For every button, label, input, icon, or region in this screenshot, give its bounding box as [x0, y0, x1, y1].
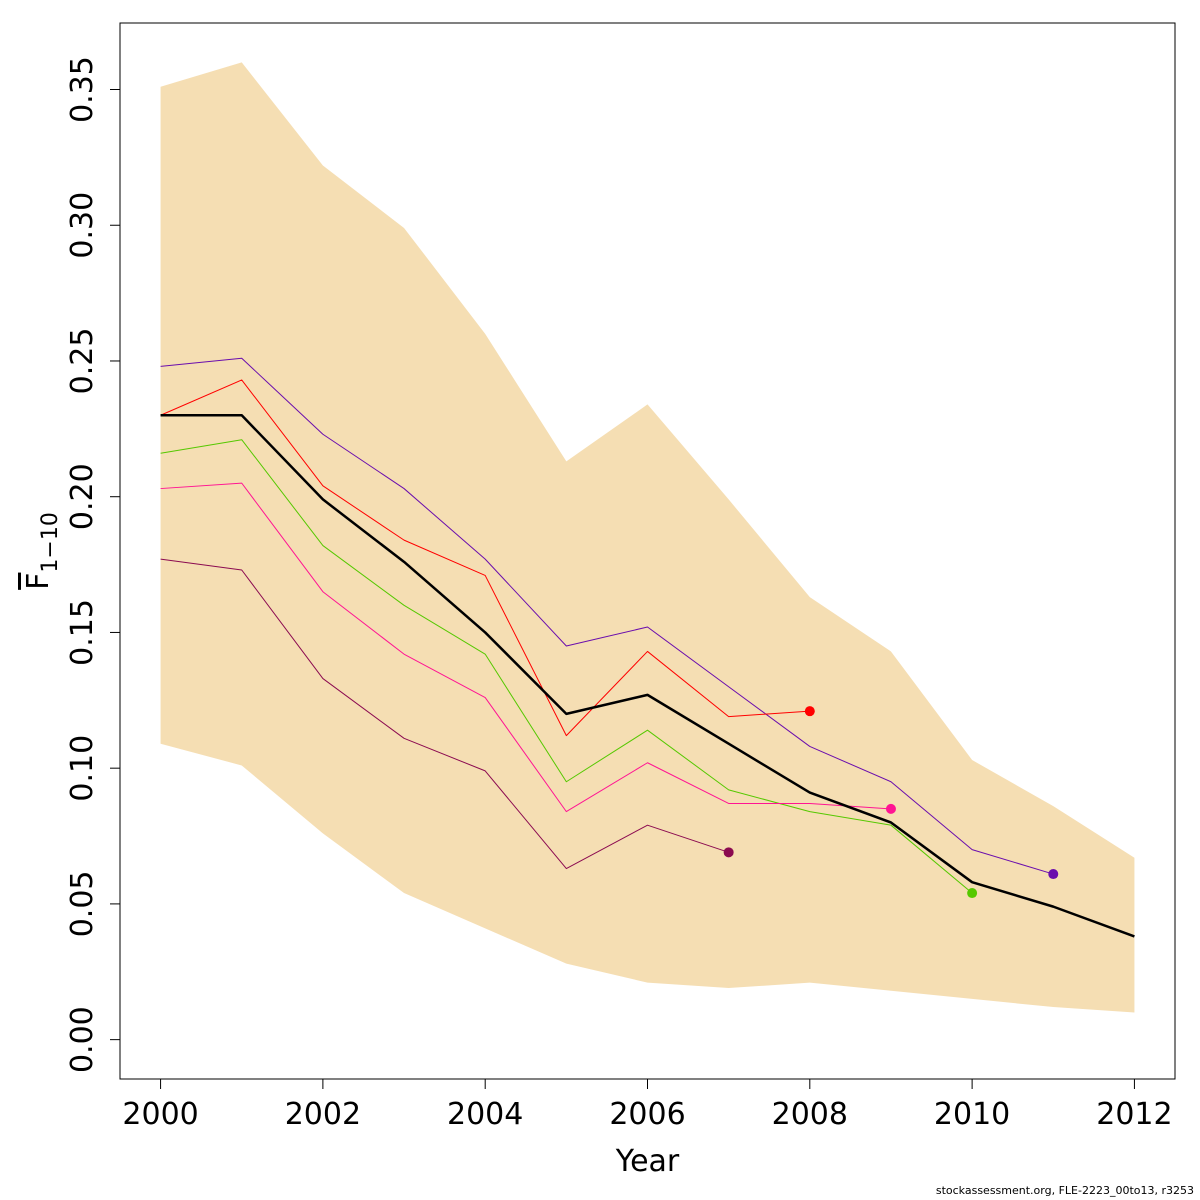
- x-tick-label: 2006: [609, 1097, 685, 1132]
- x-axis-title: Year: [615, 1144, 680, 1179]
- y-axis-title: F1−10: [21, 512, 63, 590]
- x-tick-label: 2008: [772, 1097, 848, 1132]
- y-tick-label: 0.25: [65, 328, 100, 395]
- confidence-band-layer: [160, 62, 1135, 1013]
- confidence-band: [160, 62, 1135, 1013]
- series-endpoint-4: [804, 706, 815, 717]
- y-tick-label: 0.15: [65, 599, 100, 666]
- series-endpoint-2: [967, 888, 978, 899]
- y-tick-label: 0.35: [65, 56, 100, 123]
- series-endpoint-3: [885, 803, 896, 814]
- y-axis: 0.00 0.05 0.10 0.15 0.20 0.25 0.30 0.35: [65, 56, 121, 1073]
- y-tick-label: 0.05: [65, 871, 100, 938]
- y-tick-label: 0.10: [65, 735, 100, 802]
- series-line-1: [160, 357, 1054, 875]
- series-line-3: [160, 482, 891, 813]
- x-tick-label: 2000: [122, 1097, 198, 1132]
- series-line-5: [160, 558, 729, 870]
- x-tick-label: 2010: [934, 1097, 1010, 1132]
- footer-credit: stockassessment.org, FLE-2223_00to13, r3…: [935, 1184, 1194, 1197]
- series-endpoint-5: [723, 847, 734, 858]
- series-line-0: [160, 414, 1135, 938]
- y-tick-label: 0.30: [65, 192, 100, 259]
- x-axis: 2000 2002 2004 2006 2008 2010 2012: [122, 1078, 1173, 1132]
- y-axis-title-subscript: 1−10: [38, 512, 63, 572]
- x-tick-label: 2002: [285, 1097, 361, 1132]
- series-layer: [160, 357, 1135, 938]
- y-axis-title-base: F: [21, 573, 56, 590]
- series-endpoint-1: [1048, 869, 1059, 880]
- y-tick-label: 0.20: [65, 463, 100, 530]
- x-tick-label: 2012: [1096, 1097, 1172, 1132]
- svg-text:F1−10: F1−10: [21, 512, 63, 590]
- series-line-4: [160, 379, 810, 737]
- y-tick-label: 0.00: [65, 1006, 100, 1073]
- series-line-2: [160, 439, 973, 894]
- x-tick-label: 2004: [447, 1097, 523, 1132]
